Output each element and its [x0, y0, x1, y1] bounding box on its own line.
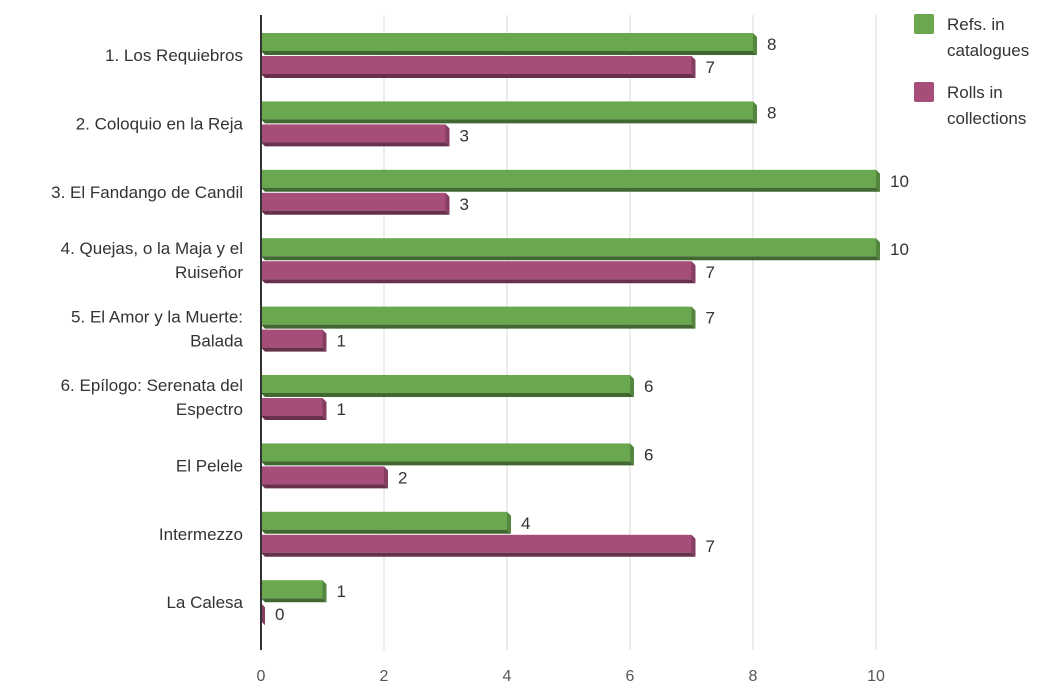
x-tick-label: 10	[867, 668, 885, 683]
legend-item: Refs. in catalogues	[914, 14, 1029, 60]
data-label: 8	[767, 103, 776, 122]
legend-swatch	[914, 82, 934, 102]
x-tick-label: 6	[626, 668, 635, 683]
legend-item: Rolls in collections	[914, 82, 1026, 128]
data-label: 1	[337, 582, 346, 601]
data-label: 1	[337, 332, 346, 351]
data-label: 4	[521, 514, 530, 533]
legend-label: Rolls in collections	[947, 83, 1026, 128]
data-label: 7	[706, 537, 715, 556]
bar	[261, 398, 327, 420]
bars	[261, 33, 880, 626]
bar	[261, 124, 450, 147]
category-label: El Pelele	[176, 456, 243, 475]
data-label: 2	[398, 468, 407, 487]
bar	[261, 169, 880, 192]
data-label: 1	[337, 400, 346, 419]
data-label: 6	[644, 445, 653, 464]
data-label: 7	[706, 58, 715, 77]
category-label: La Calesa	[166, 593, 243, 612]
data-label: 10	[890, 240, 909, 259]
category-label: 4. Quejas, o la Maja y el Ruiseñor	[61, 239, 244, 282]
bar	[261, 261, 696, 284]
category-labels: 1. Los Requiebros 2. Coloquio en la Reja 3…	[51, 46, 243, 612]
data-label: 3	[460, 126, 469, 145]
data-label: 8	[767, 35, 776, 54]
bar	[261, 238, 880, 261]
data-label: 7	[706, 309, 715, 328]
data-label: 0	[275, 605, 284, 624]
category-label: 2. Coloquio en la Reja	[76, 114, 244, 133]
legend: Refs. in catalogues Rolls in collections	[914, 14, 1029, 128]
bar	[261, 443, 634, 466]
bar	[261, 466, 388, 489]
data-label: 7	[706, 263, 715, 282]
x-tick-label: 4	[503, 668, 512, 683]
category-label: 5. El Amor y la Muerte: Balada	[71, 308, 243, 351]
x-tick-label: 2	[380, 668, 389, 683]
category-label: 6. Epílogo: Serenata del Espectro	[61, 376, 243, 419]
x-tick-labels: 0 2 4 6 8 10	[257, 668, 885, 685]
category-label: 1. Los Requiebros	[105, 46, 243, 65]
bar	[261, 33, 757, 55]
bar	[261, 375, 634, 397]
bar	[261, 192, 450, 215]
bar	[261, 511, 511, 534]
bar	[261, 329, 327, 352]
data-label: 6	[644, 377, 653, 396]
bar	[261, 56, 696, 78]
bar	[261, 534, 696, 557]
bar	[261, 306, 696, 329]
legend-label: Refs. in catalogues	[947, 15, 1029, 60]
category-label: Intermezzo	[159, 525, 243, 544]
x-tick-label: 0	[257, 668, 266, 683]
category-label: 3. El Fandango de Candil	[51, 183, 243, 202]
bar	[261, 101, 757, 124]
x-tick-label: 8	[749, 668, 758, 683]
data-label: 3	[460, 195, 469, 214]
data-label: 10	[890, 172, 909, 191]
legend-swatch	[914, 14, 934, 34]
bar	[261, 580, 327, 603]
